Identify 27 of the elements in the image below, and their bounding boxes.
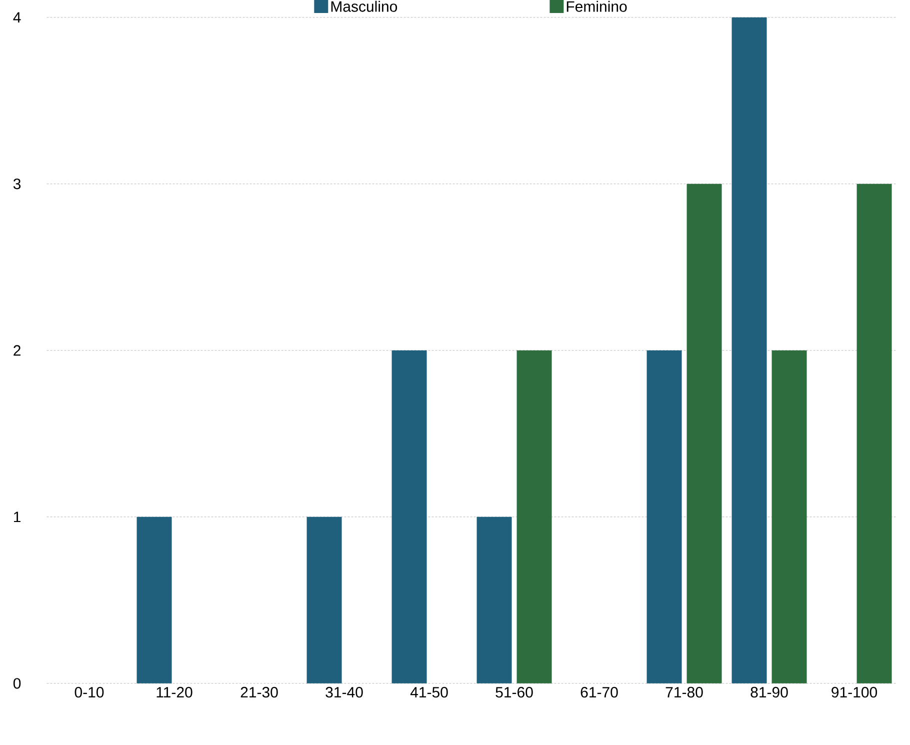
x-tick-label: 41-50 bbox=[410, 686, 448, 698]
y-tick-label: 1 bbox=[14, 512, 20, 522]
bar bbox=[136, 516, 172, 684]
bar bbox=[646, 350, 682, 684]
bar bbox=[392, 350, 427, 684]
legend-label: Feminino bbox=[566, 0, 627, 12]
y-tick-label: 4 bbox=[13, 12, 21, 23]
bar bbox=[732, 17, 767, 684]
x-tick-label: 71-80 bbox=[666, 686, 703, 698]
x-tick-label: 21-30 bbox=[240, 686, 278, 698]
x-tick-label: 61-70 bbox=[580, 686, 618, 698]
bar bbox=[516, 350, 552, 684]
legend-label: Masculino bbox=[331, 0, 398, 12]
x-tick-label: 11-20 bbox=[156, 686, 192, 698]
bar bbox=[476, 516, 512, 684]
x-tick-label: 91-100 bbox=[832, 686, 878, 698]
y-tick-label: 3 bbox=[13, 178, 21, 190]
bar bbox=[856, 184, 892, 684]
bar bbox=[772, 350, 807, 684]
x-tick-label: 31-40 bbox=[326, 686, 363, 698]
x-tick-label: 51-60 bbox=[496, 686, 533, 698]
x-tick-label: 81-90 bbox=[750, 686, 788, 698]
y-tick-label: 2 bbox=[14, 345, 20, 356]
x-tick-label: 0-10 bbox=[74, 686, 104, 698]
bar bbox=[306, 516, 342, 684]
y-tick-label: 0 bbox=[13, 678, 21, 689]
bar bbox=[686, 184, 722, 684]
